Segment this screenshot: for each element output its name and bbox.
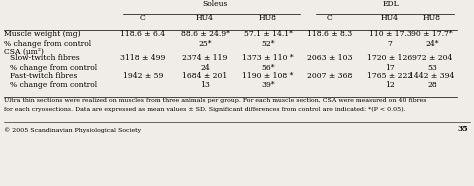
Text: 88.6 ± 24.9*: 88.6 ± 24.9* bbox=[181, 30, 229, 38]
Text: HU8: HU8 bbox=[259, 14, 277, 22]
Text: 2007 ± 368: 2007 ± 368 bbox=[307, 72, 353, 80]
Text: Slow-twitch fibres: Slow-twitch fibres bbox=[10, 54, 80, 62]
Text: 1442 ± 394: 1442 ± 394 bbox=[410, 72, 455, 80]
Text: 118.6 ± 6.4: 118.6 ± 6.4 bbox=[120, 30, 165, 38]
Text: Ultra thin sections were realized on muscles from three animals per group. For e: Ultra thin sections were realized on mus… bbox=[4, 98, 427, 103]
Text: 1720 ± 126: 1720 ± 126 bbox=[367, 54, 413, 62]
Text: for each cryosections. Data are expressed as mean values ± SD. Significant diffe: for each cryosections. Data are expresse… bbox=[4, 107, 406, 112]
Text: 1190 ± 108 *: 1190 ± 108 * bbox=[242, 72, 294, 80]
Text: 13: 13 bbox=[200, 81, 210, 89]
Text: 56*: 56* bbox=[261, 64, 275, 72]
Text: 39*: 39* bbox=[261, 81, 275, 89]
Text: 12: 12 bbox=[385, 81, 395, 89]
Text: C: C bbox=[140, 14, 146, 22]
Text: 24: 24 bbox=[200, 64, 210, 72]
Text: 1765 ± 222: 1765 ± 222 bbox=[367, 72, 413, 80]
Text: Fast-twitch fibres: Fast-twitch fibres bbox=[10, 72, 77, 80]
Text: % change from control: % change from control bbox=[4, 40, 91, 48]
Text: 2374 ± 119: 2374 ± 119 bbox=[182, 54, 228, 62]
Text: EDL: EDL bbox=[383, 0, 399, 8]
Text: 2063 ± 103: 2063 ± 103 bbox=[307, 54, 353, 62]
Text: 17: 17 bbox=[385, 64, 395, 72]
Text: 7: 7 bbox=[388, 40, 392, 48]
Text: 1684 ± 201: 1684 ± 201 bbox=[182, 72, 228, 80]
Text: © 2005 Scandinavian Physiological Society: © 2005 Scandinavian Physiological Societ… bbox=[4, 127, 141, 133]
Text: HU4: HU4 bbox=[381, 14, 399, 22]
Text: 24*: 24* bbox=[425, 40, 439, 48]
Text: % change from control: % change from control bbox=[10, 64, 97, 72]
Text: 57.1 ± 14.1*: 57.1 ± 14.1* bbox=[244, 30, 292, 38]
Text: 90 ± 17.7*: 90 ± 17.7* bbox=[411, 30, 453, 38]
Text: 28: 28 bbox=[427, 81, 437, 89]
Text: % change from control: % change from control bbox=[10, 81, 97, 89]
Text: 35: 35 bbox=[457, 125, 468, 133]
Text: C: C bbox=[327, 14, 333, 22]
Text: 110 ± 17.3: 110 ± 17.3 bbox=[369, 30, 411, 38]
Text: 53: 53 bbox=[427, 64, 437, 72]
Text: Soleus: Soleus bbox=[203, 0, 228, 8]
Text: 52*: 52* bbox=[261, 40, 275, 48]
Text: Muscle weight (mg): Muscle weight (mg) bbox=[4, 30, 81, 38]
Text: 972 ± 204: 972 ± 204 bbox=[412, 54, 452, 62]
Text: 118.6 ± 8.3: 118.6 ± 8.3 bbox=[307, 30, 353, 38]
Text: 25*: 25* bbox=[198, 40, 212, 48]
Text: HU4: HU4 bbox=[196, 14, 214, 22]
Text: 3118 ± 499: 3118 ± 499 bbox=[120, 54, 166, 62]
Text: HU8: HU8 bbox=[423, 14, 441, 22]
Text: 1373 ± 110 *: 1373 ± 110 * bbox=[242, 54, 294, 62]
Text: CSA (μm²): CSA (μm²) bbox=[4, 48, 44, 56]
Text: 1942 ± 59: 1942 ± 59 bbox=[123, 72, 163, 80]
